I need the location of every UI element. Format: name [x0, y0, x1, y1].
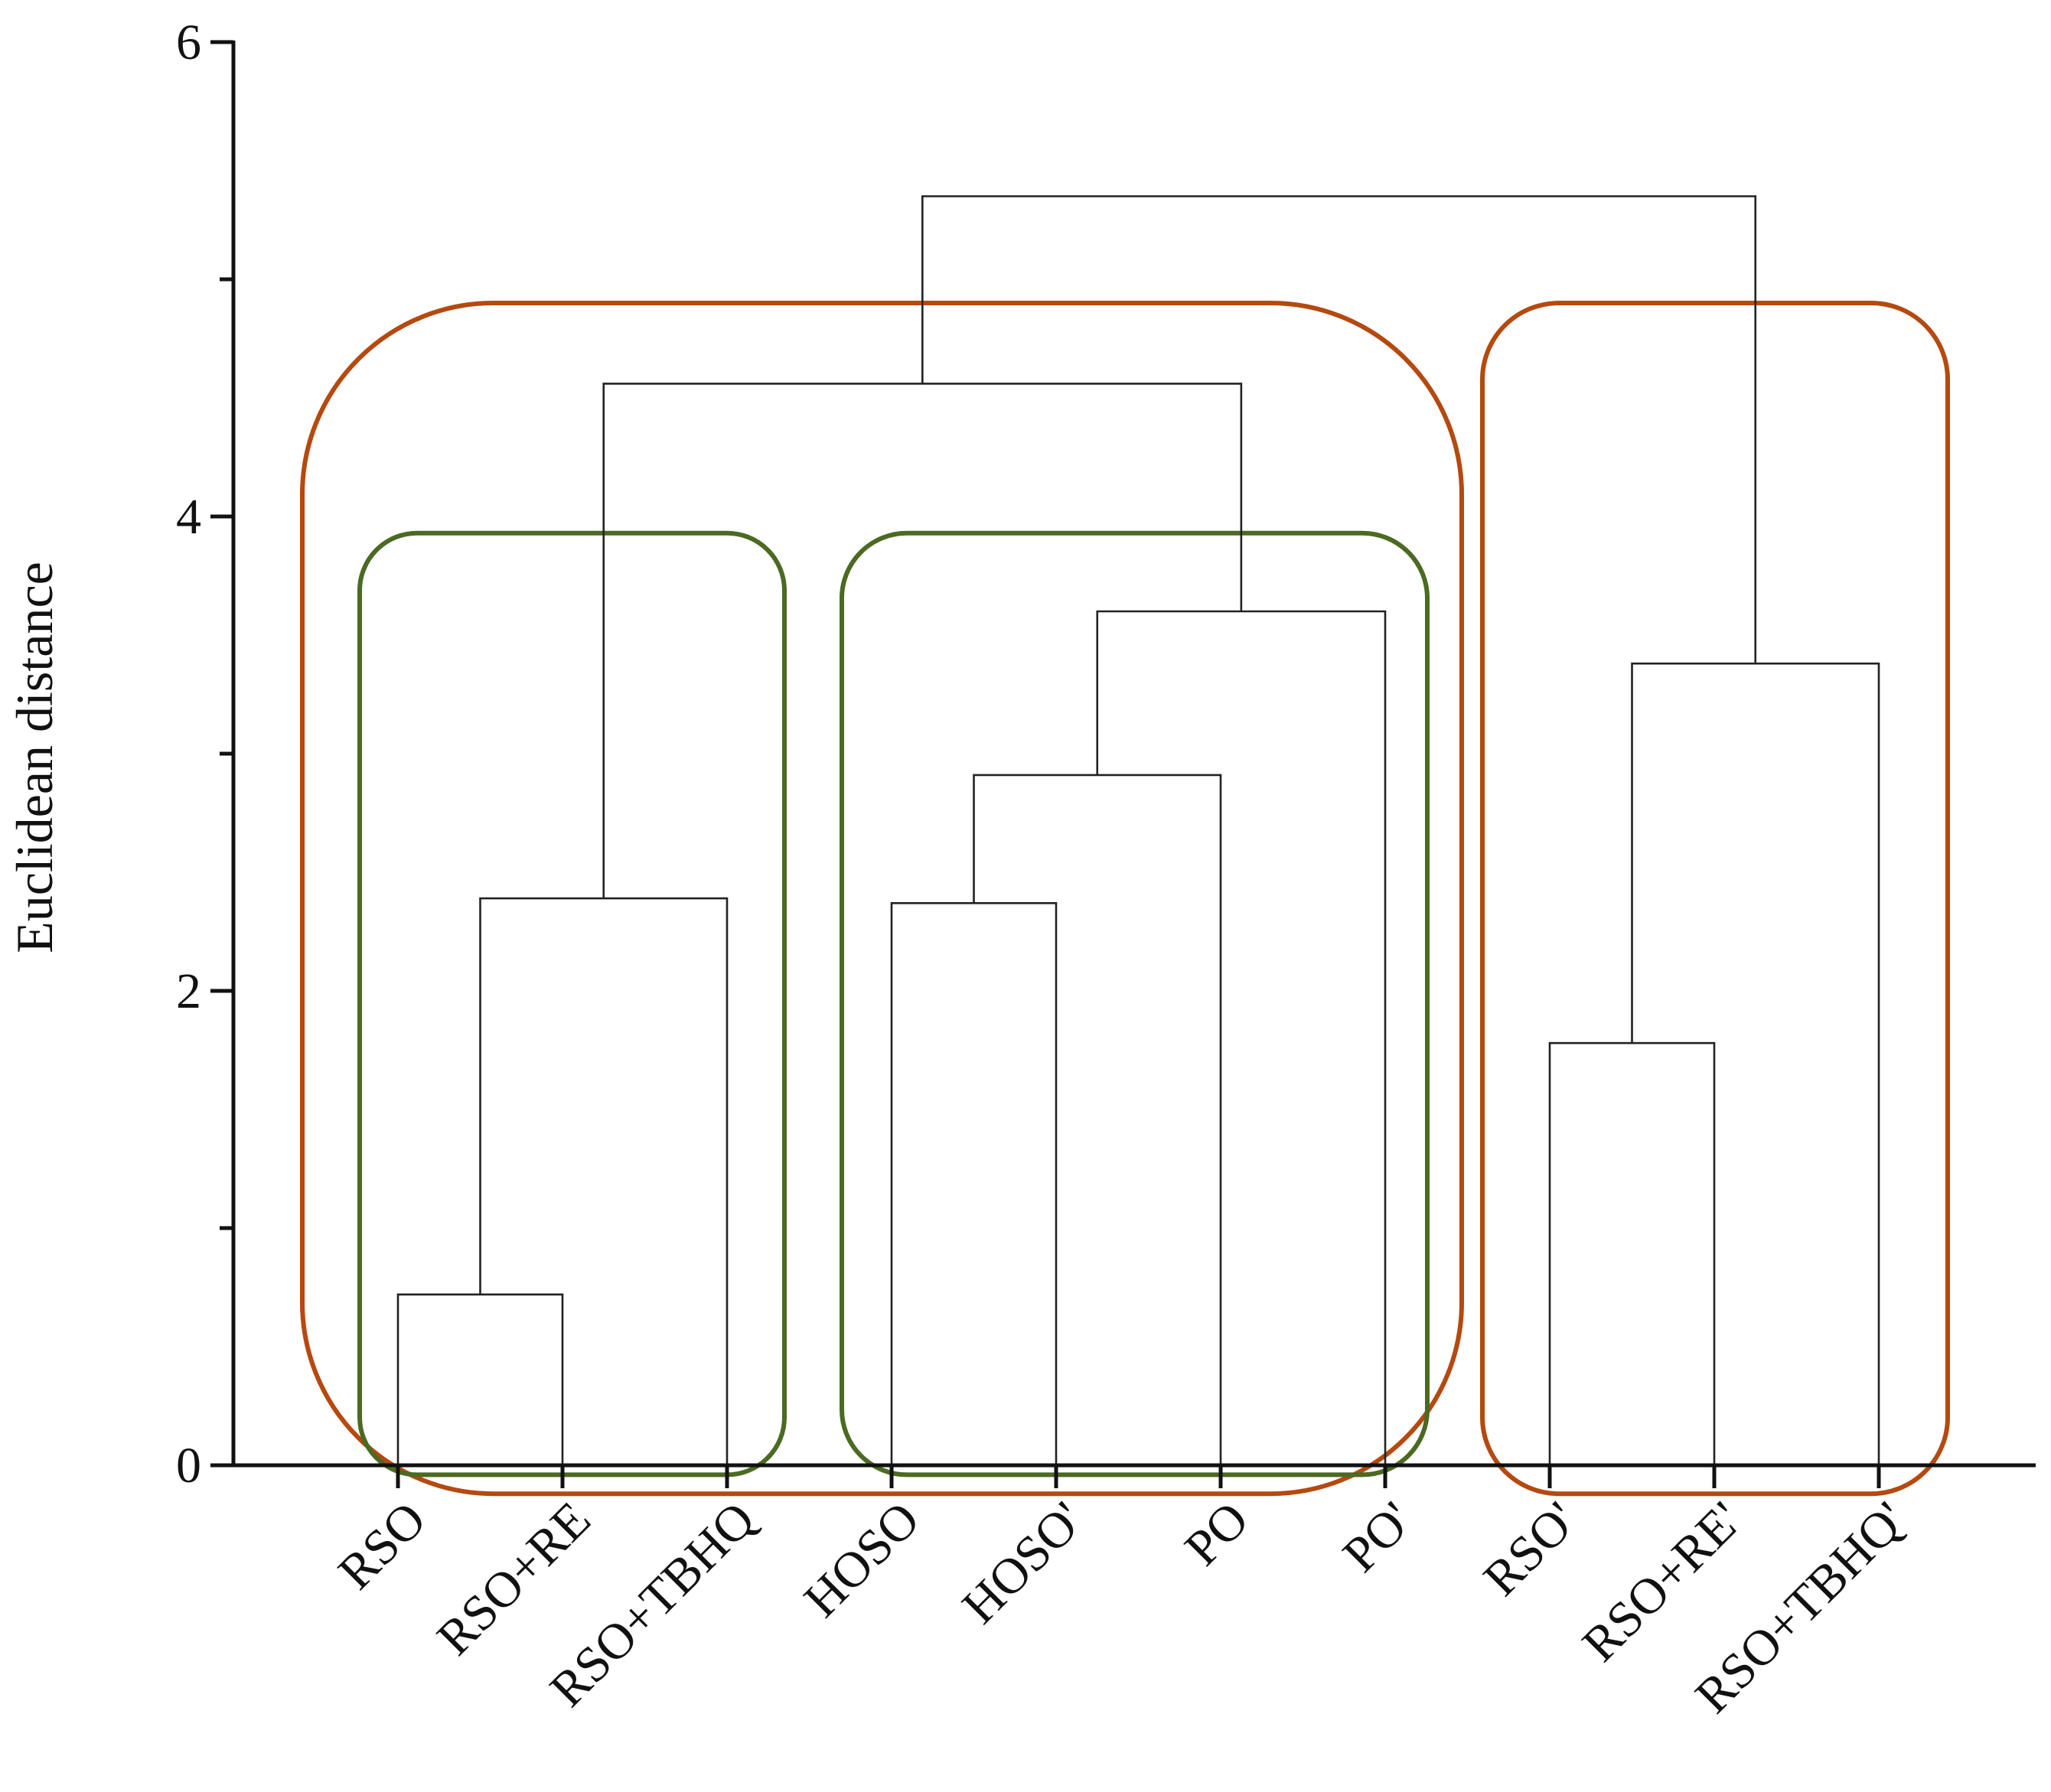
- branch-m4: [973, 774, 1222, 1465]
- cluster-2-box: [1480, 301, 1950, 1497]
- leaf-label-rso-prime: RSO': [1473, 1491, 1589, 1607]
- leaf-label-rso: RSO: [328, 1491, 436, 1600]
- y-axis-title: Euclidean distance: [5, 562, 64, 953]
- subcluster-1b-box: [840, 530, 1430, 1478]
- leaf-label-po-prime: PO': [1332, 1491, 1424, 1583]
- axes: [210, 40, 2036, 1488]
- leaf-label-rso-plus-re: RSO+RE: [426, 1491, 601, 1666]
- branch-m7: [1548, 1041, 1716, 1465]
- y-tick-label-6: 6: [176, 15, 201, 70]
- branch-m3: [890, 902, 1058, 1465]
- branch-m8: [1631, 662, 1880, 1465]
- branch-m2: [479, 897, 729, 1465]
- branch-m5: [1096, 610, 1387, 1465]
- y-tick-label-0: 0: [176, 1438, 201, 1494]
- labels: Euclidean distance 0246RSORSO+RERSO+TBHQ…: [5, 15, 1918, 1724]
- cluster-1-box: [300, 301, 1464, 1497]
- y-tick-label-2: 2: [176, 963, 201, 1019]
- branch-m1: [396, 1293, 564, 1465]
- leaf-label-po: PO: [1174, 1491, 1259, 1576]
- cluster-boxes: [300, 301, 1950, 1497]
- leaf-label-hoso: HOSO: [794, 1491, 931, 1628]
- y-tick-label-4: 4: [176, 489, 201, 545]
- subcluster-1a-box: [357, 530, 787, 1478]
- dendrogram-branches: [396, 195, 1880, 1465]
- branch-m9: [921, 195, 1757, 664]
- branch-m6: [602, 383, 1243, 899]
- leaf-label-hoso-prime: HOSO': [952, 1491, 1095, 1634]
